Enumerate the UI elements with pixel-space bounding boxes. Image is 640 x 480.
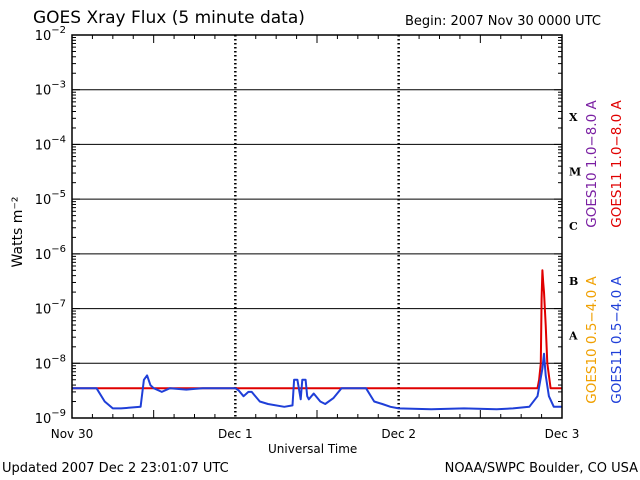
- legend-goes10-short: GOES10 0.5−4.0 A: [584, 276, 600, 404]
- flare-class-label: C: [569, 220, 578, 233]
- y-axis-label: Watts m⁻²: [10, 196, 26, 268]
- plot-frame: [71, 34, 563, 419]
- flare-class-label: X: [569, 111, 578, 124]
- y-tick-label: 10−4: [35, 134, 66, 153]
- grid-layer: [72, 35, 562, 418]
- flare-class-label: B: [569, 275, 578, 288]
- legend-goes10-long: GOES10 1.0−8.0 A: [584, 100, 600, 228]
- flare-class-label: M: [569, 166, 581, 179]
- y-tick-label: 10−3: [35, 80, 66, 99]
- flare-class-label: A: [568, 330, 578, 343]
- legend-goes11-short: GOES11 0.5−4.0 A: [609, 276, 625, 404]
- y-tick-label: 10−2: [35, 25, 66, 44]
- source-credit: NOAA/SWPC Boulder, CO USA: [444, 461, 638, 476]
- y-tick-label: 10−8: [35, 353, 66, 372]
- x-tick-label: Dec 3: [545, 427, 580, 441]
- series-line-0: [72, 269, 562, 390]
- legend-goes11-long: GOES11 1.0−8.0 A: [609, 100, 625, 228]
- x-axis-label: Universal Time: [268, 442, 358, 456]
- series-line-1: [72, 352, 562, 411]
- updated-timestamp: Updated 2007 Dec 2 23:01:07 UTC: [2, 461, 229, 476]
- y-tick-label: 10−5: [35, 189, 66, 208]
- x-tick-label: Nov 30: [51, 427, 94, 441]
- x-tick-label: Dec 1: [218, 427, 253, 441]
- chart-title: GOES Xray Flux (5 minute data): [33, 8, 305, 28]
- x-tick-label: Dec 2: [381, 427, 416, 441]
- y-tick-label: 10−7: [35, 299, 66, 318]
- data-layer: [72, 269, 562, 411]
- y-tick-label: 10−9: [35, 408, 66, 427]
- begin-time-label: Begin: 2007 Nov 30 0000 UTC: [405, 14, 601, 29]
- y-tick-label: 10−6: [35, 244, 66, 263]
